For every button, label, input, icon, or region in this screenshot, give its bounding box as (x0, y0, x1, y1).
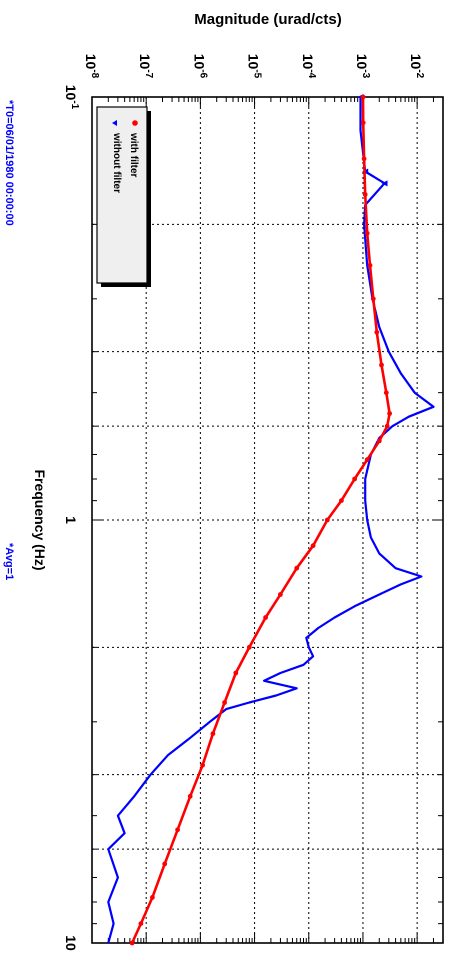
series-point-with-filter (210, 731, 216, 737)
tick-label-magnitude: 10-8 (83, 54, 100, 79)
tick-label-frequency: 10-1 (63, 85, 80, 110)
legend-label-without-filter: without filter (111, 132, 122, 193)
series-point-with-filter (246, 644, 252, 650)
series-point-with-filter (376, 438, 382, 444)
series-point-with-filter (339, 498, 344, 503)
tick-label-magnitude: 10-4 (300, 54, 317, 79)
series-line-with-filter (130, 96, 391, 944)
series-point-with-filter (263, 615, 268, 620)
series-point-with-filter (278, 592, 283, 597)
series-point-with-filter (222, 700, 228, 705)
legend-label-with-filter: with filter (128, 132, 139, 178)
tick-label-magnitude: 10-2 (408, 54, 425, 79)
series-point-with-filter (374, 329, 380, 335)
series-point-with-filter (364, 230, 370, 236)
series-point-with-filter (310, 543, 316, 549)
series-point-with-filter (370, 296, 376, 302)
series-line-without-filter (107, 97, 435, 944)
series-point-without-filter (381, 180, 388, 187)
tick-label-frequency: 1 (63, 516, 79, 524)
x-axis-title: Frequency (Hz) (32, 469, 48, 570)
series-point-with-filter (352, 476, 357, 482)
series-layer (107, 94, 435, 946)
series-point-with-filter (361, 156, 367, 162)
series-point-with-filter (383, 390, 389, 396)
series-point-with-filter (387, 411, 392, 416)
legend: with filter without filter (96, 106, 151, 287)
series-point-with-filter (379, 362, 384, 368)
series-point-with-filter (362, 192, 368, 197)
series-point-with-filter (360, 94, 366, 100)
series-point-with-filter (162, 861, 168, 867)
legend-marker-with-filter (132, 120, 138, 126)
series-point-with-filter (294, 565, 300, 571)
series-point-with-filter (324, 517, 330, 523)
legend-marker-without-filter (112, 120, 117, 126)
series-point-with-filter (129, 940, 135, 946)
series-point-with-filter (200, 762, 206, 768)
series-point-with-filter (360, 120, 366, 126)
tick-label-magnitude: 10-3 (354, 54, 371, 79)
series-point-with-filter (364, 457, 370, 463)
y-axis-title: Magnitude (urad/cts) (194, 11, 342, 28)
series-point-with-filter (233, 670, 239, 676)
legend-box (96, 106, 148, 284)
series-point-with-filter (175, 827, 181, 833)
tick-labels: 10-8 10-7 10-6 10-5 10-4 10-3 10-2 10-1 1 10 (63, 54, 425, 951)
series-point-with-filter (138, 921, 144, 926)
series-point-with-filter (367, 262, 373, 268)
grid (91, 96, 443, 944)
annotation-t0: *T0=06/01/1980 00:00:00 (3, 100, 15, 226)
series-point-with-filter (150, 895, 155, 900)
series-point-with-filter (187, 793, 193, 799)
tick-label-magnitude: 10-5 (246, 54, 263, 79)
series-point-with-filter (384, 423, 390, 429)
tick-label-magnitude: 10-6 (191, 54, 208, 79)
annotation-avg: *Avg=1 (3, 543, 15, 580)
tick-label-magnitude: 10-7 (137, 54, 154, 79)
plot-frame (91, 96, 444, 944)
tick-label-frequency: 10 (63, 935, 79, 951)
